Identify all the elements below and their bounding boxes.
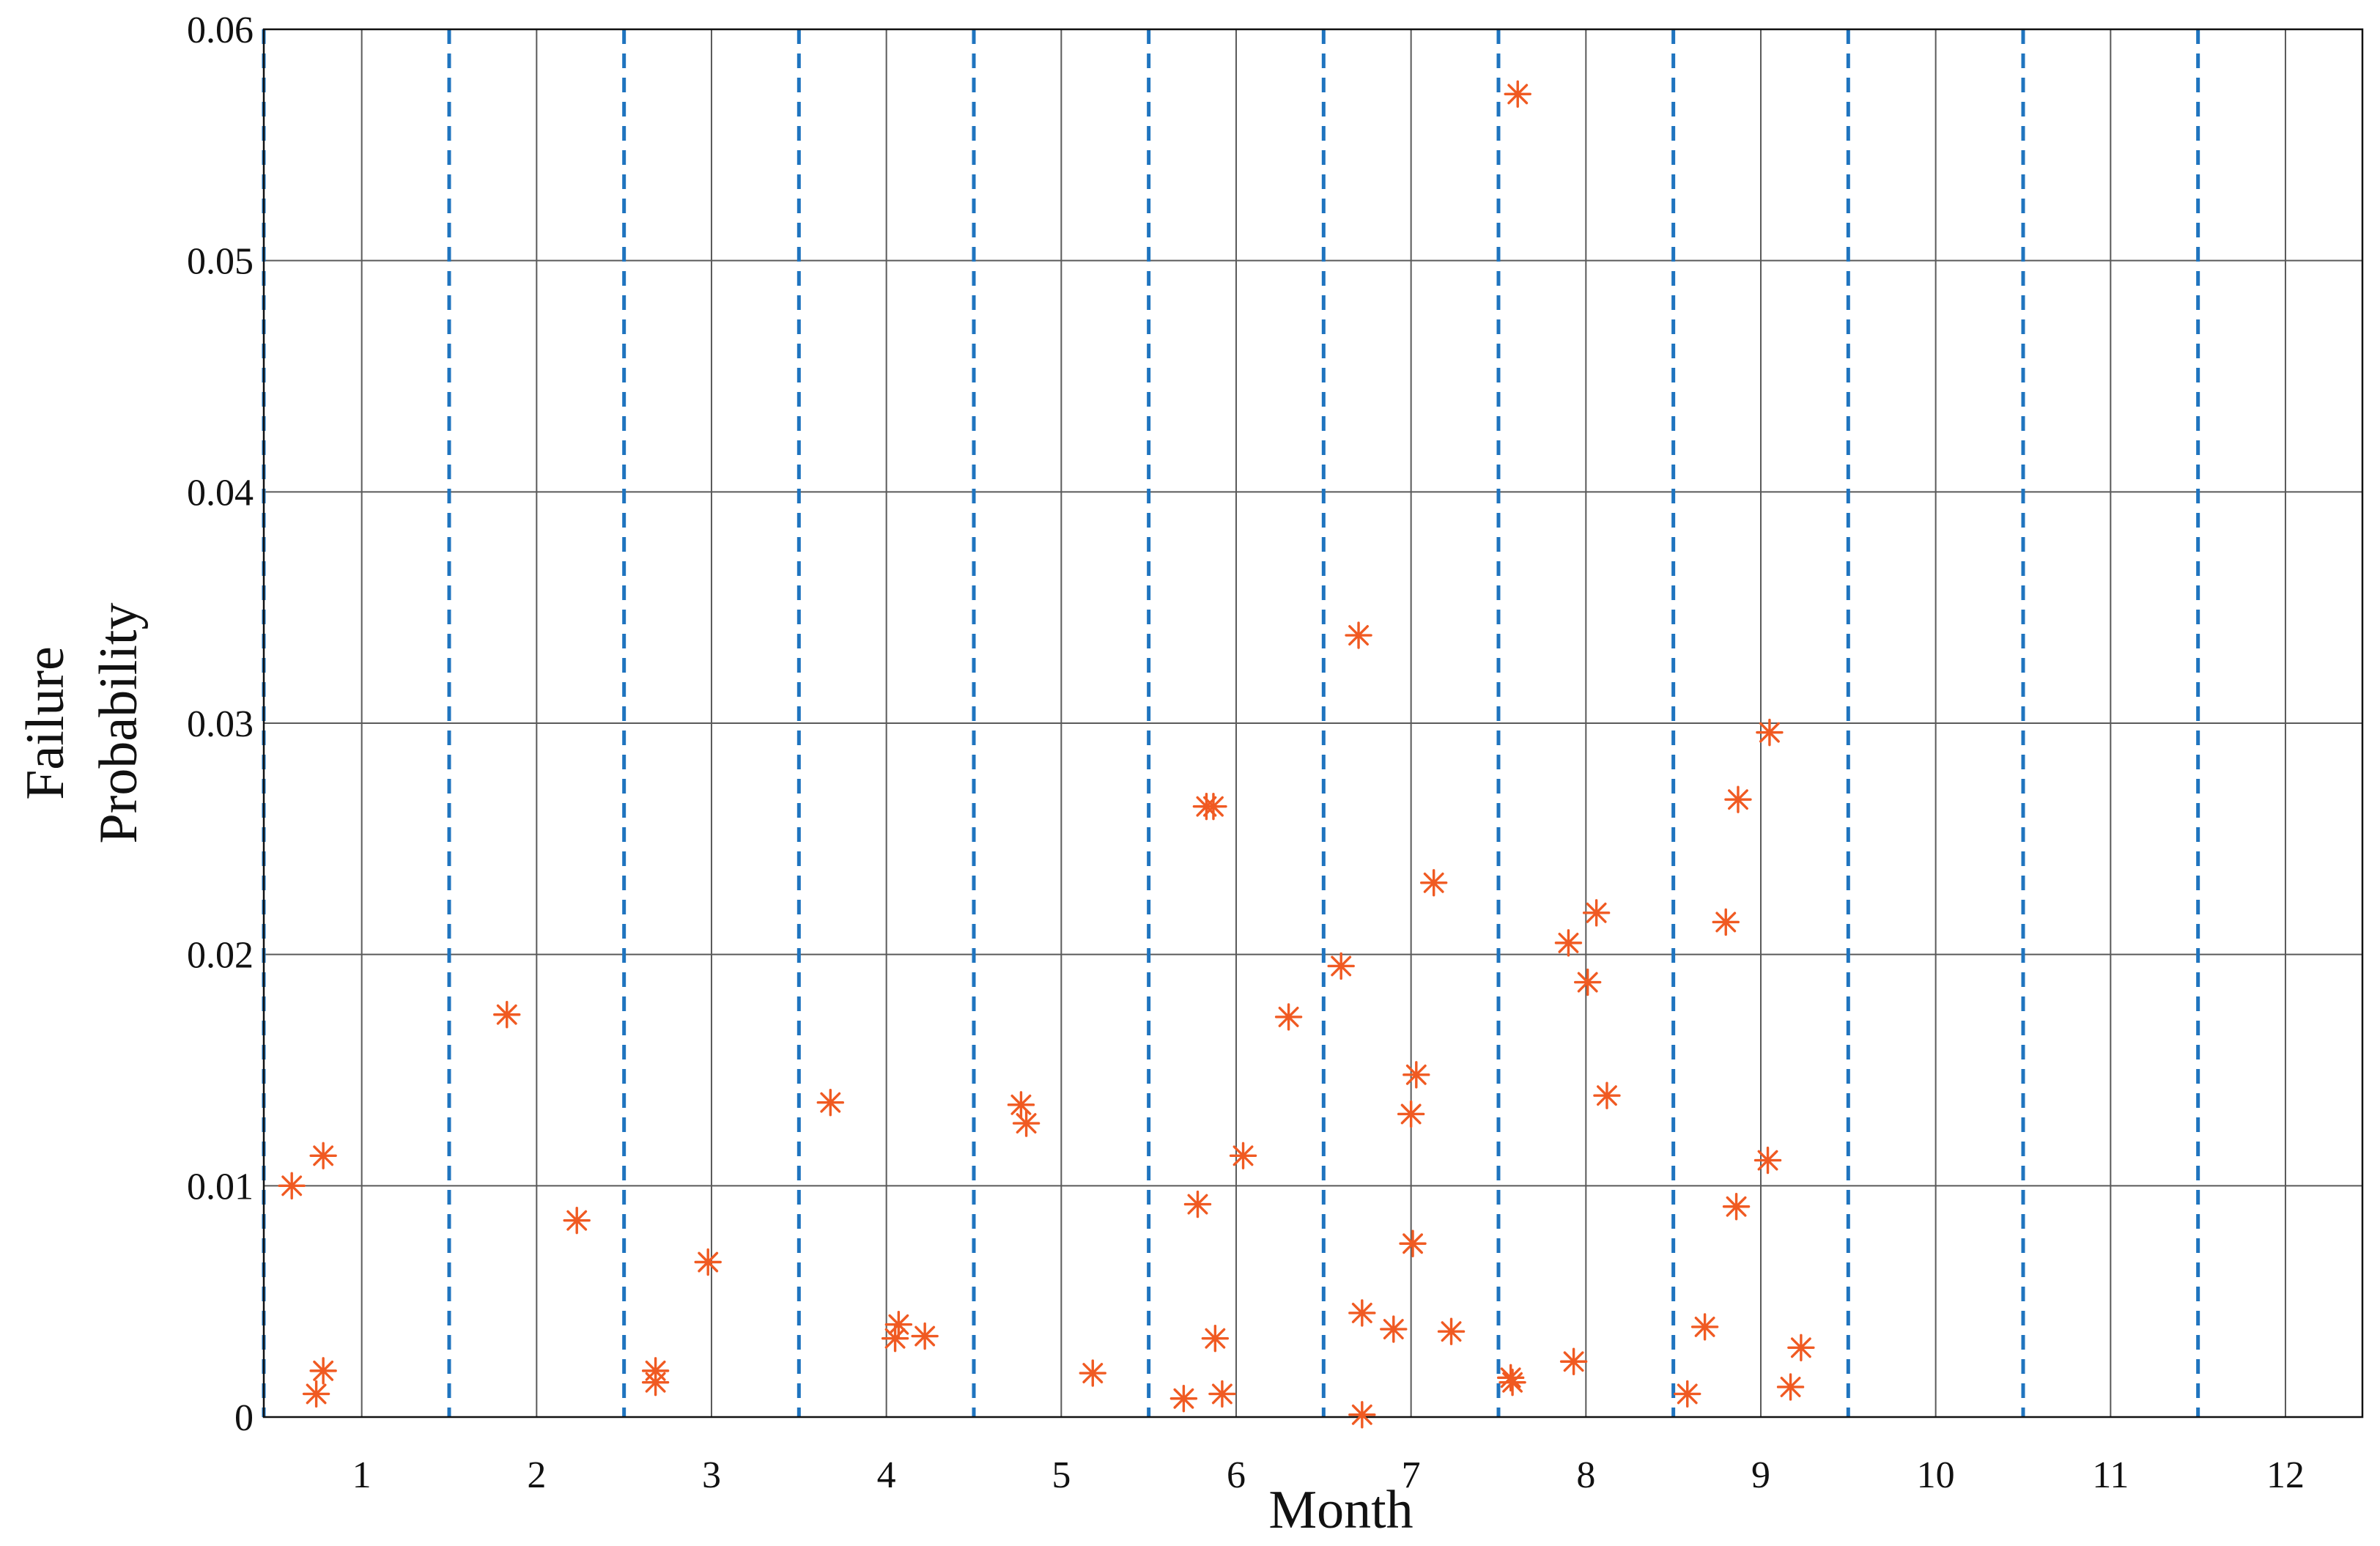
- x-axis-title: Month: [1268, 1480, 1413, 1540]
- data-point: [1007, 1091, 1035, 1119]
- data-point: [1496, 1364, 1525, 1392]
- y-tick-label: 0: [234, 1397, 254, 1439]
- x-tick-label: 2: [527, 1454, 546, 1496]
- data-point: [1399, 1229, 1427, 1257]
- data-markers: [278, 80, 1815, 1429]
- data-point: [1593, 1081, 1621, 1109]
- y-tick-label: 0.02: [187, 935, 254, 977]
- data-point: [1787, 1334, 1815, 1362]
- data-point: [1419, 869, 1448, 897]
- data-point: [493, 1001, 521, 1029]
- x-tick-label: 9: [1751, 1454, 1770, 1496]
- data-point: [1380, 1315, 1408, 1343]
- data-point: [1753, 1146, 1782, 1175]
- y-tick-labels: 0 0.01 0.02 0.03 0.04 0.05 0.06: [187, 10, 254, 1439]
- data-point: [1012, 1109, 1041, 1137]
- data-point: [1712, 908, 1740, 936]
- data-point: [1345, 621, 1372, 649]
- x-tick-label: 1: [352, 1454, 372, 1496]
- data-point: [309, 1142, 337, 1169]
- data-point: [1690, 1313, 1719, 1341]
- data-point: [881, 1324, 909, 1353]
- plot-frame: [262, 28, 2364, 1419]
- data-point: [1504, 80, 1531, 108]
- x-tick-label: 7: [1402, 1454, 1421, 1496]
- data-point: [1554, 929, 1583, 957]
- x-tick-label: 8: [1576, 1454, 1595, 1496]
- data-point: [1437, 1317, 1466, 1345]
- data-point: [1722, 1193, 1751, 1221]
- y-axis-title: Failure Probability: [15, 603, 149, 844]
- data-point: [302, 1380, 330, 1408]
- data-point: [1208, 1380, 1236, 1408]
- data-point: [278, 1172, 306, 1200]
- data-point: [1327, 952, 1355, 980]
- data-point: [1201, 1324, 1230, 1353]
- y-axis-title-line-1: Failure: [15, 646, 75, 800]
- data-point: [563, 1206, 591, 1235]
- x-tick-label: 11: [2092, 1454, 2129, 1496]
- y-tick-label: 0.01: [187, 1166, 254, 1207]
- data-point: [1348, 1401, 1376, 1429]
- data-point: [1397, 1100, 1425, 1128]
- data-point: [1574, 968, 1602, 996]
- data-point: [1402, 1061, 1430, 1089]
- data-point: [816, 1088, 844, 1117]
- x-tick-label: 3: [702, 1454, 721, 1496]
- data-point: [1776, 1373, 1805, 1401]
- data-point: [1348, 1299, 1376, 1327]
- month-separator-lines: [262, 29, 2200, 1417]
- data-point: [1559, 1347, 1588, 1375]
- data-point: [1724, 785, 1752, 813]
- data-point: [694, 1248, 722, 1276]
- data-point: [1079, 1359, 1106, 1387]
- y-tick-label: 0.06: [187, 10, 254, 51]
- y-tick-label: 0.03: [187, 703, 254, 745]
- x-tick-label: 10: [1917, 1454, 1955, 1496]
- data-point: [1200, 792, 1227, 821]
- y-axis-title-line-2: Probability: [89, 603, 149, 844]
- x-tick-label: 4: [877, 1454, 896, 1496]
- data-point: [884, 1311, 913, 1339]
- grid-lines: [264, 29, 2362, 1418]
- x-tick-label: 5: [1052, 1454, 1071, 1496]
- x-tick-label: 12: [2266, 1454, 2305, 1496]
- x-tick-label: 6: [1227, 1454, 1246, 1496]
- data-point: [1582, 899, 1611, 927]
- data-point: [309, 1357, 337, 1385]
- data-point: [1674, 1380, 1701, 1408]
- data-point: [1229, 1142, 1257, 1169]
- data-point: [1169, 1385, 1198, 1413]
- data-point: [911, 1322, 939, 1350]
- y-tick-label: 0.04: [187, 472, 254, 514]
- data-point: [1498, 1368, 1526, 1397]
- data-point: [641, 1368, 670, 1397]
- data-point: [1756, 718, 1784, 747]
- data-point: [1274, 1003, 1303, 1031]
- data-point: [1183, 1190, 1212, 1218]
- x-tick-labels: 1 2 3 4 5 6 7 8 9 10 11 12: [352, 1454, 2305, 1496]
- y-tick-label: 0.05: [187, 241, 254, 283]
